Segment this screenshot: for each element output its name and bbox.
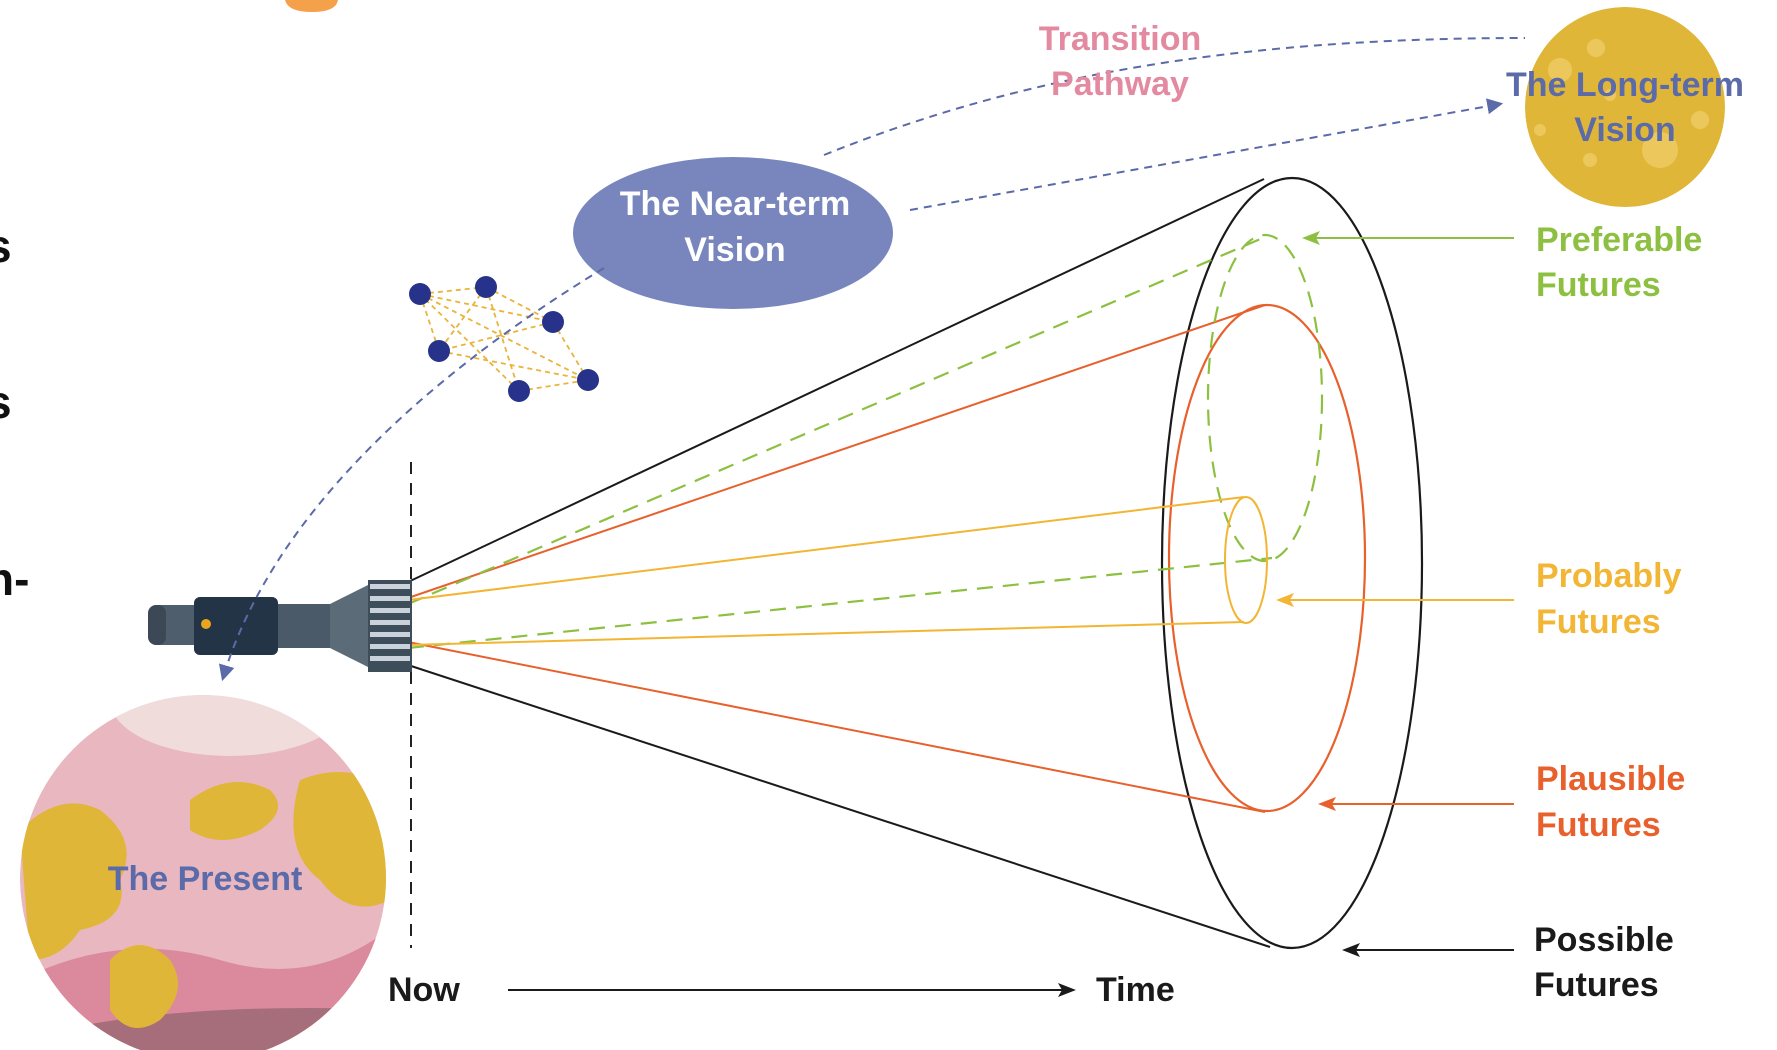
possible-futures-cone bbox=[407, 176, 1424, 950]
edge-text-1: s bbox=[0, 220, 12, 272]
preferable-futures-label-line2: Futures bbox=[1536, 266, 1661, 304]
transition-pathway-label-line2: Pathway bbox=[1051, 65, 1189, 103]
edge-text-3: n- bbox=[0, 553, 29, 605]
plausible-futures-cone bbox=[407, 303, 1367, 813]
edge-text-2: s bbox=[0, 376, 12, 428]
probably-futures-label-line1: Probably bbox=[1536, 557, 1682, 595]
possible-futures-label-line2: Futures bbox=[1534, 966, 1659, 1004]
probably-futures-cone bbox=[407, 496, 1268, 646]
nearterm-vision-bubble bbox=[573, 157, 893, 309]
now-label: Now bbox=[388, 971, 460, 1009]
preferable-futures-cone bbox=[407, 233, 1324, 650]
probably-futures-label-line2: Futures bbox=[1536, 603, 1661, 641]
plausible-pointer-arrow bbox=[1318, 797, 1514, 811]
time-axis-arrow bbox=[508, 983, 1076, 997]
present-planet-icon bbox=[20, 695, 386, 1050]
transition-pathway-dashed-line bbox=[823, 37, 1526, 156]
network-cluster-icon bbox=[409, 276, 599, 402]
possible-futures-label-line1: Possible bbox=[1534, 921, 1674, 959]
preferable-pointer-arrow bbox=[1302, 231, 1514, 245]
transition-pathway-label-line1: Transition bbox=[1039, 20, 1201, 58]
longterm-vision-label-line1: The Long-term bbox=[1506, 66, 1744, 104]
probably-pointer-arrow bbox=[1276, 593, 1514, 607]
present-to-nearterm-dashed-arrow bbox=[218, 267, 605, 682]
plausible-futures-label-line2: Futures bbox=[1536, 806, 1661, 844]
nearterm-vision-label-line1: The Near-term bbox=[620, 185, 851, 223]
longterm-vision-label-line2: Vision bbox=[1574, 111, 1675, 149]
possible-pointer-arrow bbox=[1342, 943, 1514, 957]
present-label: The Present bbox=[108, 860, 303, 898]
longterm-vision-moon-icon bbox=[1525, 7, 1725, 207]
time-label: Time bbox=[1096, 971, 1175, 1009]
plausible-futures-label-line1: Plausible bbox=[1536, 760, 1685, 798]
nearterm-to-longterm-dashed-arrow bbox=[909, 98, 1504, 211]
telescope-icon bbox=[148, 580, 412, 672]
nearterm-vision-label-line2: Vision bbox=[684, 231, 785, 269]
orange-shape-cropped bbox=[285, 0, 338, 12]
preferable-futures-label-line1: Preferable bbox=[1536, 221, 1702, 259]
